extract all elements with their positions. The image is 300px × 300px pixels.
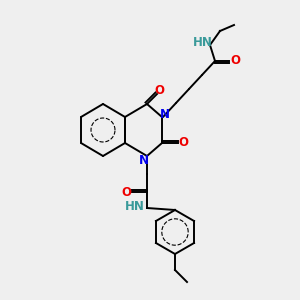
Text: HN: HN	[193, 35, 213, 49]
Text: O: O	[230, 55, 240, 68]
Text: N: N	[139, 154, 149, 166]
Text: N: N	[160, 107, 170, 121]
Text: O: O	[154, 85, 164, 98]
Text: O: O	[178, 136, 188, 149]
Text: HN: HN	[125, 200, 145, 212]
Text: O: O	[121, 185, 131, 199]
